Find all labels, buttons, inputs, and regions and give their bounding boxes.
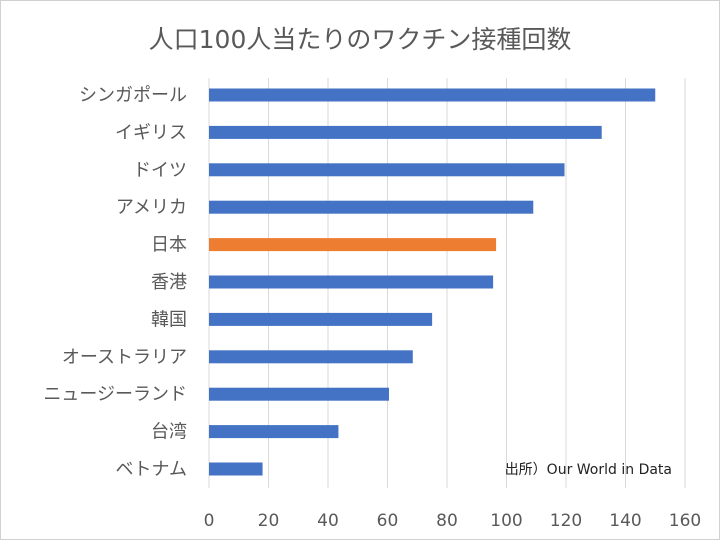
bar bbox=[209, 275, 494, 289]
bar bbox=[209, 88, 656, 102]
category-label: 韓国 bbox=[151, 309, 187, 330]
x-tick-label: 120 bbox=[550, 511, 582, 531]
category-label: アメリカ bbox=[116, 197, 187, 218]
category-label: シンガポール bbox=[79, 85, 187, 106]
x-tick-label: 20 bbox=[258, 511, 280, 531]
category-label: イギリス bbox=[115, 122, 187, 143]
x-tick-label: 140 bbox=[609, 511, 641, 531]
bar bbox=[209, 425, 339, 439]
x-tick-label: 60 bbox=[377, 511, 399, 531]
bar bbox=[209, 238, 497, 252]
bar bbox=[209, 462, 263, 476]
x-tick-label: 160 bbox=[669, 511, 701, 531]
x-tick-label: 40 bbox=[317, 511, 339, 531]
bar bbox=[209, 163, 565, 177]
bar bbox=[209, 312, 433, 326]
category-label: 香港 bbox=[151, 272, 187, 293]
source-annotation: 出所）Our World in Data bbox=[505, 462, 672, 478]
category-label: ドイツ bbox=[133, 160, 187, 181]
category-label: 日本 bbox=[151, 235, 187, 256]
x-tick-label: 0 bbox=[204, 511, 215, 531]
x-tick-label: 100 bbox=[490, 511, 522, 531]
category-label: 台湾 bbox=[151, 422, 187, 443]
x-tick-label: 80 bbox=[436, 511, 458, 531]
bar bbox=[209, 350, 413, 364]
category-label: ニュージーランド bbox=[43, 384, 187, 405]
bar bbox=[209, 200, 534, 214]
bar bbox=[209, 387, 389, 401]
bar bbox=[209, 125, 602, 139]
category-label: ベトナム bbox=[116, 459, 187, 480]
category-label: オーストラリア bbox=[62, 347, 187, 368]
chart-title: 人口100人当たりのワクチン接種回数 bbox=[148, 25, 572, 54]
